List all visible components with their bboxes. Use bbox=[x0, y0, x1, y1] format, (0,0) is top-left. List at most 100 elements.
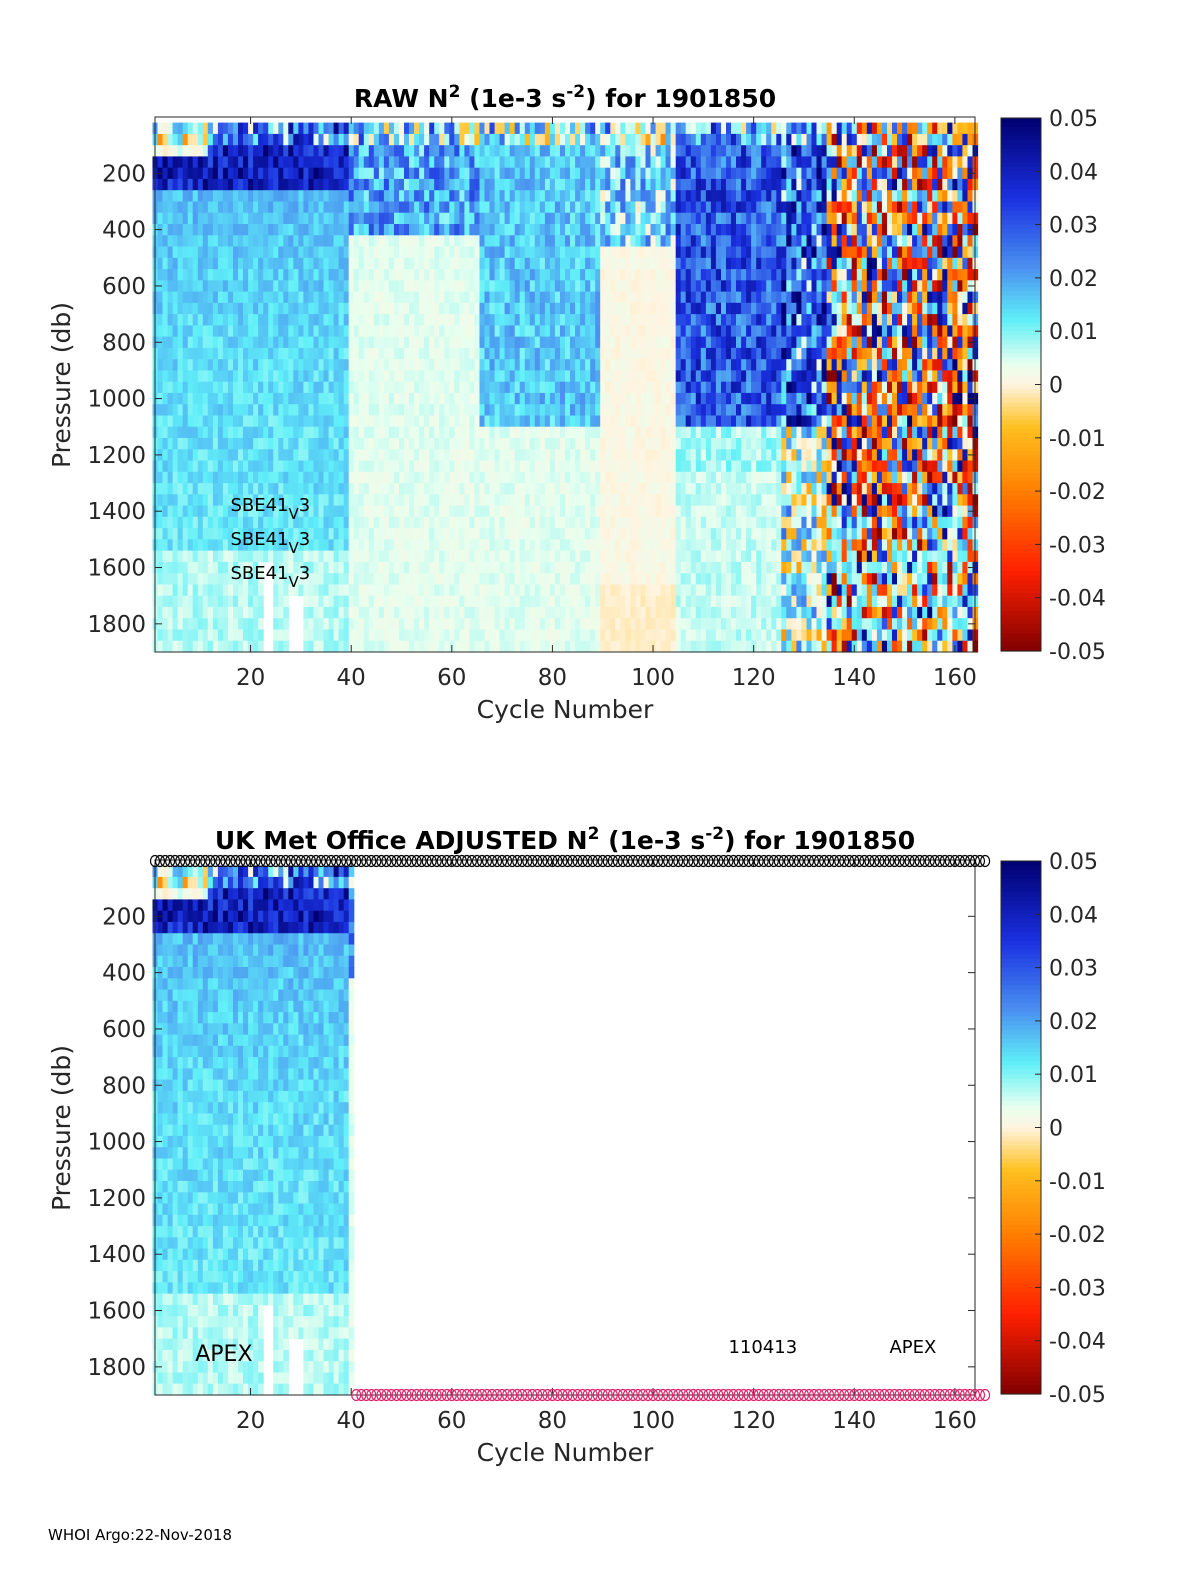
heatmap-cell bbox=[554, 415, 561, 428]
heatmap-cell bbox=[202, 145, 209, 158]
heatmap-cell bbox=[283, 145, 289, 158]
heatmap-cell bbox=[570, 190, 576, 203]
heatmap-cell bbox=[343, 370, 350, 383]
heatmap-cell bbox=[313, 539, 320, 552]
heatmap-cell bbox=[580, 246, 586, 259]
heatmap-cell bbox=[570, 246, 576, 259]
heatmap-cell bbox=[529, 133, 536, 146]
heatmap-cell bbox=[454, 539, 460, 552]
heatmap-cell bbox=[610, 370, 616, 383]
heatmap-cell bbox=[358, 201, 365, 214]
heatmap-cell bbox=[318, 516, 325, 529]
heatmap-cell bbox=[298, 190, 305, 203]
heatmap-cell bbox=[444, 370, 450, 383]
heatmap-cell bbox=[509, 595, 516, 608]
heatmap-cell bbox=[650, 381, 657, 394]
heatmap-cell bbox=[258, 133, 264, 146]
heatmap-cell bbox=[605, 449, 611, 462]
heatmap-cell bbox=[172, 167, 179, 180]
heatmap-cell bbox=[499, 584, 506, 597]
heatmap-cell bbox=[650, 145, 657, 158]
heatmap-cell bbox=[328, 156, 335, 169]
heatmap-cell bbox=[419, 224, 425, 236]
heatmap-cell bbox=[645, 505, 652, 518]
heatmap-cell bbox=[233, 640, 239, 653]
heatmap-cell bbox=[303, 212, 310, 225]
heatmap-cell bbox=[494, 269, 501, 281]
heatmap-cell bbox=[650, 291, 657, 304]
heatmap-cell bbox=[474, 122, 481, 135]
heatmap-cell bbox=[383, 392, 390, 405]
heatmap-cell bbox=[539, 516, 546, 529]
heatmap-cell bbox=[570, 145, 576, 158]
heatmap-cell bbox=[655, 505, 662, 518]
heatmap-cell bbox=[655, 302, 662, 315]
heatmap-cell bbox=[373, 224, 380, 236]
heatmap-cell bbox=[585, 381, 591, 394]
heatmap-cell bbox=[560, 122, 566, 135]
heatmap-cell bbox=[560, 212, 566, 225]
heatmap-cell bbox=[363, 629, 370, 642]
heatmap-cell bbox=[509, 224, 516, 236]
heatmap-cell bbox=[363, 573, 370, 586]
heatmap-cell bbox=[534, 122, 541, 135]
heatmap-cell bbox=[192, 280, 199, 293]
heatmap-cell bbox=[429, 269, 435, 281]
heatmap-cell bbox=[283, 122, 289, 135]
heatmap-cell bbox=[539, 302, 546, 315]
heatmap-cell bbox=[675, 370, 682, 383]
heatmap-cell bbox=[227, 246, 234, 259]
heatmap-cell bbox=[399, 190, 405, 203]
heatmap-cell bbox=[187, 561, 194, 574]
heatmap-cell bbox=[167, 426, 174, 439]
heatmap-cell bbox=[353, 584, 360, 597]
heatmap-cell bbox=[595, 426, 601, 439]
heatmap-cell bbox=[182, 212, 189, 225]
heatmap-cell bbox=[560, 280, 566, 293]
heatmap-cell bbox=[615, 618, 621, 631]
heatmap-cell bbox=[575, 494, 581, 507]
heatmap-cell bbox=[499, 629, 506, 642]
heatmap-cell bbox=[197, 246, 204, 259]
heatmap-cell bbox=[680, 404, 687, 417]
heatmap-cell bbox=[474, 618, 481, 631]
heatmap-cell bbox=[640, 606, 647, 619]
heatmap-cell bbox=[570, 201, 576, 214]
heatmap-cell bbox=[504, 618, 511, 631]
heatmap-cell bbox=[595, 336, 601, 349]
heatmap-cell bbox=[469, 235, 476, 248]
heatmap-cell bbox=[509, 336, 516, 349]
heatmap-cell bbox=[514, 629, 521, 642]
heatmap-cell bbox=[222, 325, 229, 338]
heatmap-cell bbox=[575, 573, 581, 586]
heatmap-cell bbox=[182, 539, 189, 552]
heatmap-cell bbox=[625, 539, 632, 552]
heatmap-cell bbox=[580, 302, 586, 315]
heatmap-cell bbox=[474, 190, 481, 203]
heatmap-cell bbox=[323, 539, 330, 552]
heatmap-cell bbox=[499, 156, 506, 169]
heatmap-cell bbox=[394, 640, 400, 653]
heatmap-cell bbox=[620, 550, 626, 563]
heatmap-cell bbox=[368, 426, 375, 439]
heatmap-cell bbox=[167, 190, 174, 203]
heatmap-cell bbox=[233, 404, 239, 417]
heatmap-cell bbox=[167, 145, 174, 158]
heatmap-cell bbox=[323, 133, 330, 146]
heatmap-cell bbox=[514, 595, 521, 608]
heatmap-cell bbox=[333, 302, 340, 315]
heatmap-cell bbox=[172, 595, 179, 608]
heatmap-cell bbox=[343, 201, 350, 214]
heatmap-cell bbox=[308, 404, 315, 417]
heatmap-cell bbox=[685, 415, 692, 428]
heatmap-cell bbox=[509, 156, 516, 169]
heatmap-cell bbox=[353, 302, 360, 315]
heatmap-cell bbox=[238, 505, 244, 518]
heatmap-cell bbox=[474, 539, 481, 552]
heatmap-cell bbox=[373, 539, 380, 552]
heatmap-cell bbox=[424, 392, 430, 405]
heatmap-cell bbox=[570, 561, 576, 574]
heatmap-cell bbox=[394, 178, 400, 191]
heatmap-cell bbox=[167, 595, 174, 608]
heatmap-cell bbox=[570, 336, 576, 349]
